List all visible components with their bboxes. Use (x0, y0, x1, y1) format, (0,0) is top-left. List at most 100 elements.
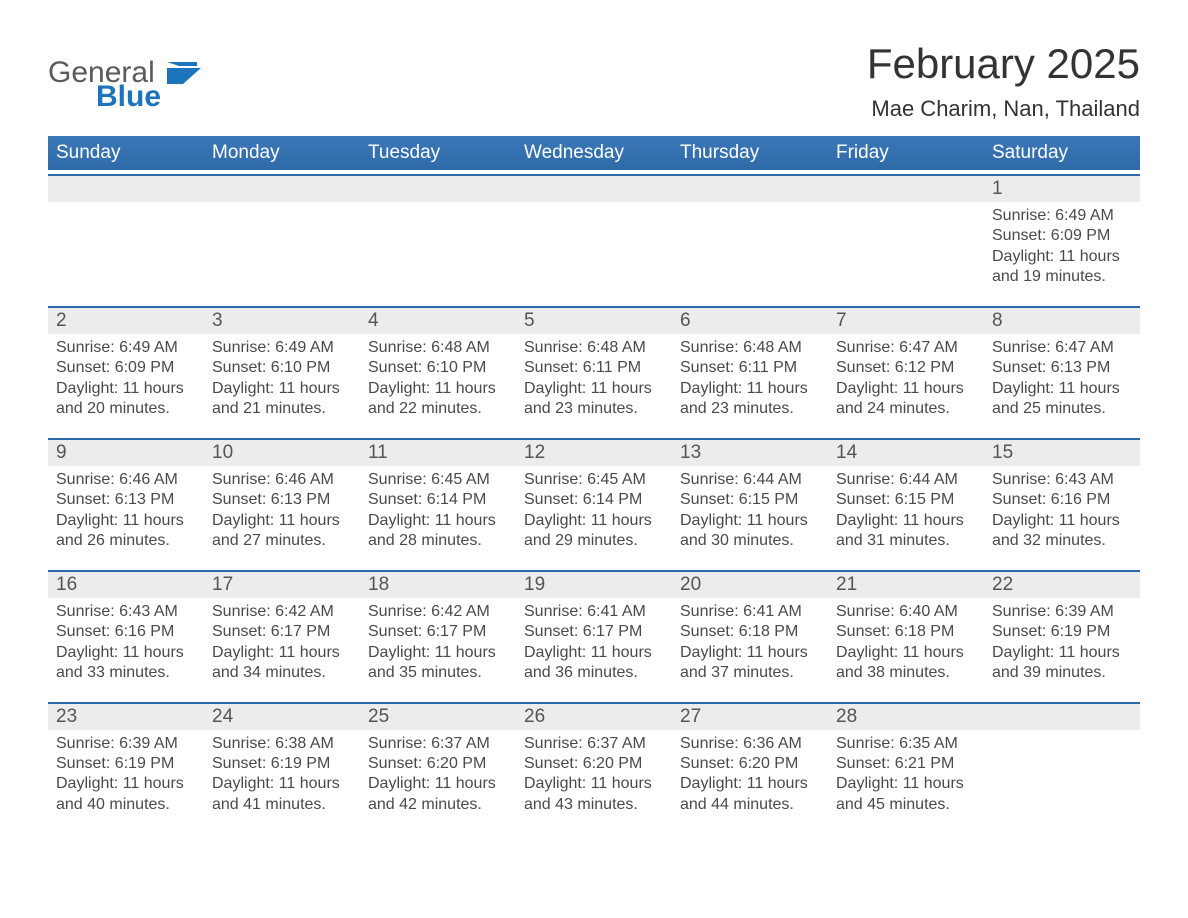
daylight-line: Daylight: 11 hours and 21 minutes. (212, 379, 352, 420)
daylight-line: Daylight: 11 hours and 23 minutes. (680, 379, 820, 420)
sunset-line: Sunset: 6:17 PM (212, 622, 352, 642)
day-cell: Sunrise: 6:49 AMSunset: 6:09 PMDaylight:… (48, 334, 204, 434)
day-number (516, 176, 672, 202)
week-body-row: Sunrise: 6:43 AMSunset: 6:16 PMDaylight:… (48, 598, 1140, 698)
day-cell: Sunrise: 6:37 AMSunset: 6:20 PMDaylight:… (516, 730, 672, 830)
sunrise-line: Sunrise: 6:47 AM (992, 338, 1132, 358)
day-number: 6 (672, 308, 828, 334)
dow-monday: Monday (204, 136, 360, 170)
sunset-line: Sunset: 6:15 PM (680, 490, 820, 510)
day-cell (48, 202, 204, 302)
day-cell: Sunrise: 6:40 AMSunset: 6:18 PMDaylight:… (828, 598, 984, 698)
day-of-week-header: SundayMondayTuesdayWednesdayThursdayFrid… (48, 136, 1140, 170)
sunrise-line: Sunrise: 6:37 AM (368, 734, 508, 754)
weeks-container: 1Sunrise: 6:49 AMSunset: 6:09 PMDaylight… (48, 174, 1140, 829)
daylight-line: Daylight: 11 hours and 24 minutes. (836, 379, 976, 420)
day-cell (828, 202, 984, 302)
day-number: 13 (672, 440, 828, 466)
sunset-line: Sunset: 6:20 PM (368, 754, 508, 774)
dow-sunday: Sunday (48, 136, 204, 170)
sunrise-line: Sunrise: 6:42 AM (368, 602, 508, 622)
day-cell: Sunrise: 6:49 AMSunset: 6:10 PMDaylight:… (204, 334, 360, 434)
day-number: 25 (360, 704, 516, 730)
week-row: 16171819202122Sunrise: 6:43 AMSunset: 6:… (48, 570, 1140, 698)
daylight-line: Daylight: 11 hours and 36 minutes. (524, 643, 664, 684)
sunset-line: Sunset: 6:10 PM (368, 358, 508, 378)
sunset-line: Sunset: 6:13 PM (992, 358, 1132, 378)
sunset-line: Sunset: 6:13 PM (212, 490, 352, 510)
day-cell: Sunrise: 6:42 AMSunset: 6:17 PMDaylight:… (360, 598, 516, 698)
day-number: 28 (828, 704, 984, 730)
day-number: 14 (828, 440, 984, 466)
daylight-line: Daylight: 11 hours and 33 minutes. (56, 643, 196, 684)
sunset-line: Sunset: 6:16 PM (992, 490, 1132, 510)
sunset-line: Sunset: 6:09 PM (992, 226, 1132, 246)
day-number: 2 (48, 308, 204, 334)
daylight-line: Daylight: 11 hours and 27 minutes. (212, 511, 352, 552)
sunrise-line: Sunrise: 6:46 AM (212, 470, 352, 490)
day-cell: Sunrise: 6:45 AMSunset: 6:14 PMDaylight:… (516, 466, 672, 566)
week-body-row: Sunrise: 6:49 AMSunset: 6:09 PMDaylight:… (48, 334, 1140, 434)
week-daynum-row: 2345678 (48, 308, 1140, 334)
day-number: 19 (516, 572, 672, 598)
daylight-line: Daylight: 11 hours and 35 minutes. (368, 643, 508, 684)
day-cell: Sunrise: 6:46 AMSunset: 6:13 PMDaylight:… (204, 466, 360, 566)
day-cell (984, 730, 1140, 830)
sunrise-line: Sunrise: 6:38 AM (212, 734, 352, 754)
sunset-line: Sunset: 6:14 PM (368, 490, 508, 510)
day-number: 27 (672, 704, 828, 730)
day-number: 5 (516, 308, 672, 334)
sunset-line: Sunset: 6:11 PM (524, 358, 664, 378)
day-cell: Sunrise: 6:49 AMSunset: 6:09 PMDaylight:… (984, 202, 1140, 302)
day-cell: Sunrise: 6:41 AMSunset: 6:18 PMDaylight:… (672, 598, 828, 698)
sunset-line: Sunset: 6:15 PM (836, 490, 976, 510)
header-row: General Blue February 2025 Mae Charim, N… (48, 40, 1140, 122)
week-daynum-row: 1 (48, 176, 1140, 202)
dow-saturday: Saturday (984, 136, 1140, 170)
sunset-line: Sunset: 6:16 PM (56, 622, 196, 642)
sunrise-line: Sunrise: 6:35 AM (836, 734, 976, 754)
sunset-line: Sunset: 6:21 PM (836, 754, 976, 774)
sunrise-line: Sunrise: 6:44 AM (680, 470, 820, 490)
sunrise-line: Sunrise: 6:44 AM (836, 470, 976, 490)
sunrise-line: Sunrise: 6:43 AM (56, 602, 196, 622)
dow-wednesday: Wednesday (516, 136, 672, 170)
title-block: February 2025 Mae Charim, Nan, Thailand (867, 40, 1140, 122)
day-number: 23 (48, 704, 204, 730)
sunrise-line: Sunrise: 6:40 AM (836, 602, 976, 622)
day-cell: Sunrise: 6:37 AMSunset: 6:20 PMDaylight:… (360, 730, 516, 830)
daylight-line: Daylight: 11 hours and 45 minutes. (836, 774, 976, 815)
sunset-line: Sunset: 6:19 PM (992, 622, 1132, 642)
day-number: 1 (984, 176, 1140, 202)
day-number: 7 (828, 308, 984, 334)
day-cell: Sunrise: 6:44 AMSunset: 6:15 PMDaylight:… (828, 466, 984, 566)
day-number (984, 704, 1140, 730)
page-title: February 2025 (867, 40, 1140, 88)
day-number: 22 (984, 572, 1140, 598)
day-number: 8 (984, 308, 1140, 334)
day-cell (204, 202, 360, 302)
week-body-row: Sunrise: 6:49 AMSunset: 6:09 PMDaylight:… (48, 202, 1140, 302)
daylight-line: Daylight: 11 hours and 23 minutes. (524, 379, 664, 420)
day-cell: Sunrise: 6:38 AMSunset: 6:19 PMDaylight:… (204, 730, 360, 830)
dow-thursday: Thursday (672, 136, 828, 170)
daylight-line: Daylight: 11 hours and 28 minutes. (368, 511, 508, 552)
day-number: 18 (360, 572, 516, 598)
sunrise-line: Sunrise: 6:45 AM (368, 470, 508, 490)
sunrise-line: Sunrise: 6:37 AM (524, 734, 664, 754)
sunrise-line: Sunrise: 6:47 AM (836, 338, 976, 358)
day-cell: Sunrise: 6:43 AMSunset: 6:16 PMDaylight:… (984, 466, 1140, 566)
day-number (672, 176, 828, 202)
sunset-line: Sunset: 6:10 PM (212, 358, 352, 378)
calendar: SundayMondayTuesdayWednesdayThursdayFrid… (48, 136, 1140, 829)
daylight-line: Daylight: 11 hours and 26 minutes. (56, 511, 196, 552)
week-daynum-row: 16171819202122 (48, 572, 1140, 598)
sunrise-line: Sunrise: 6:41 AM (524, 602, 664, 622)
day-number: 15 (984, 440, 1140, 466)
daylight-line: Daylight: 11 hours and 44 minutes. (680, 774, 820, 815)
sunset-line: Sunset: 6:20 PM (680, 754, 820, 774)
day-cell: Sunrise: 6:43 AMSunset: 6:16 PMDaylight:… (48, 598, 204, 698)
sunset-line: Sunset: 6:17 PM (368, 622, 508, 642)
sunrise-line: Sunrise: 6:49 AM (56, 338, 196, 358)
daylight-line: Daylight: 11 hours and 39 minutes. (992, 643, 1132, 684)
